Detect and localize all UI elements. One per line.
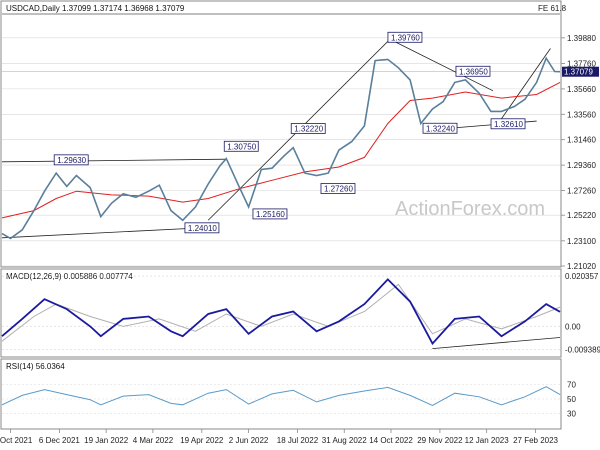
- price-label-box: [223, 140, 259, 152]
- macd-y-axis: 0.020357 0.00 -0.009389: [565, 272, 600, 354]
- price-label: 1.32220: [290, 123, 326, 134]
- x-tick-label: 21 Oct 2021: [0, 436, 33, 445]
- price-y-tick-label: 1.29360: [567, 161, 596, 170]
- rsi-y-axis: 70 50 30: [567, 381, 576, 419]
- price-label: 1.29630: [53, 154, 89, 166]
- price-line: [1, 56, 561, 240]
- price-label-text: 1.29630: [57, 156, 86, 165]
- macd-trendline: [432, 337, 561, 349]
- price-y-tick-label: 1.31460: [567, 136, 596, 145]
- x-tick-label: 14 Oct 2022: [369, 436, 413, 445]
- macd-panel: MACD(12,26,9) 0.005886 0.007774 0.020357…: [0, 268, 600, 358]
- rsi-panel: RSI(14) 56.0364 70 50 30: [0, 358, 576, 430]
- x-tick-label: 29 Nov 2022: [417, 436, 463, 445]
- rsi-panel-title: RSI(14) 56.0364: [6, 362, 65, 371]
- price-label-text: 1.39760: [391, 33, 420, 42]
- price-y-tick-label: 1.25220: [567, 211, 596, 220]
- price-y-tick-label: 1.27260: [567, 187, 596, 196]
- rsi-y-tick-label: 30: [567, 410, 576, 419]
- trendline: [501, 48, 551, 119]
- rsi-grid: [2, 384, 560, 414]
- price-panel-title: USDCAD,Daily 1.37099 1.37174 1.36968 1.3…: [6, 4, 185, 13]
- x-tick-label: 19 Jan 2022: [84, 436, 129, 445]
- price-label: 1.39760: [387, 31, 423, 43]
- price-y-tick-label: 1.33560: [567, 110, 596, 119]
- price-y-tick-label: 1.39880: [567, 34, 596, 43]
- x-axis: 21 Oct 2021 6 Dec 2021 19 Jan 2022 4 Mar 20…: [0, 429, 559, 445]
- macd-y-tick-label: -0.009389: [565, 346, 600, 355]
- moving-average: [1, 81, 561, 219]
- macd-y-tick-label: 0.020357: [565, 272, 599, 281]
- x-tick-label: 2 Jun 2022: [229, 436, 269, 445]
- last-price-text: 1.37079: [564, 68, 593, 77]
- price-label-text: 1.32610: [494, 120, 523, 129]
- price-series: [1, 56, 561, 240]
- price-label-box: [53, 154, 89, 166]
- x-tick-label: 6 Dec 2021: [39, 436, 80, 445]
- price-label-text: 1.27260: [324, 185, 353, 194]
- price-label-box: [184, 222, 220, 234]
- price-y-tick-label: 1.37760: [567, 59, 596, 68]
- x-tick-label: 19 Apr 2022: [180, 436, 224, 445]
- price-label: 1.24010: [184, 222, 220, 234]
- trendline: [389, 38, 494, 92]
- price-y-tick-label: 1.35660: [567, 85, 596, 94]
- rsi-y-tick-label: 50: [567, 395, 576, 404]
- x-tick-label: 27 Feb 2023: [513, 436, 558, 445]
- price-label-box: [252, 208, 288, 220]
- price-annotations: 1.29630 1.24010 1.30750 1.25160 1.32220 1.272…: [53, 31, 526, 234]
- fe-label: FE 61.8: [538, 4, 567, 13]
- macd-grid: [2, 275, 560, 350]
- last-price-box: [562, 66, 599, 77]
- price-y-tick-label: 1.21020: [567, 262, 596, 271]
- macd-line: [1, 278, 561, 346]
- x-tick-label: 4 Mar 2022: [133, 436, 174, 445]
- price-label-text: 1.24010: [188, 224, 217, 233]
- price-panel-frame: [0, 0, 562, 268]
- price-label-box: [387, 31, 423, 43]
- price-label-text: 1.36950: [459, 67, 488, 76]
- price-label-box: [455, 65, 491, 77]
- rsi-y-tick-label: 70: [567, 381, 576, 390]
- trendline: [1, 227, 209, 239]
- price-label-text: 1.32220: [294, 125, 323, 134]
- price-label-text: 1.25160: [256, 210, 285, 219]
- macd-y-tick-label: 0.00: [565, 322, 581, 331]
- price-label: 1.25160: [252, 208, 288, 220]
- price-y-axis: 1.39880 1.37760 1.35660 1.33560 1.31460 1.293…: [561, 34, 596, 271]
- price-label-text: 1.32240: [426, 124, 455, 133]
- watermark: ActionForex.com: [395, 198, 545, 220]
- x-tick-label: 12 Jan 2023: [465, 436, 510, 445]
- price-label: 1.36950: [455, 65, 491, 77]
- price-label-box: [490, 118, 526, 130]
- last-price-marker: 1.37079: [562, 66, 599, 77]
- macd-panel-title: MACD(12,26,9) 0.005886 0.007774: [6, 272, 133, 281]
- price-panel: USDCAD,Daily 1.37099 1.37174 1.36968 1.3…: [0, 0, 599, 271]
- macd-panel-frame: [0, 268, 562, 358]
- rsi-line: [1, 386, 561, 407]
- macd-signal-polyline: [1, 283, 561, 342]
- price-label-text: 1.30750: [227, 142, 256, 151]
- x-tick-label: 31 Aug 2022: [322, 436, 367, 445]
- rsi-polyline: [1, 386, 561, 407]
- rsi-panel-frame: [0, 358, 562, 430]
- moving-average-line: [1, 81, 561, 219]
- macd-signal-line: [1, 283, 561, 342]
- price-label: 1.32240: [422, 122, 458, 134]
- macd-polyline: [1, 278, 561, 346]
- price-label: 1.32610: [490, 118, 526, 130]
- x-tick-label: 18 Jul 2022: [277, 436, 319, 445]
- price-label-box: [320, 183, 356, 194]
- trendline: [1, 158, 227, 163]
- price-label: 1.27260: [320, 183, 356, 194]
- price-y-tick-label: 1.23100: [567, 237, 596, 246]
- price-label: 1.30750: [223, 140, 259, 152]
- price-label-box: [422, 122, 458, 134]
- macd-trendline-line: [432, 337, 561, 349]
- price-label-box: [290, 123, 326, 134]
